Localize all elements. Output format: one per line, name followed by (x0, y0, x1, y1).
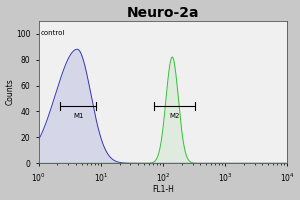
X-axis label: FL1-H: FL1-H (152, 185, 174, 194)
Text: M2: M2 (169, 113, 180, 119)
Text: M1: M1 (73, 113, 83, 119)
Text: control: control (40, 30, 65, 36)
Y-axis label: Counts: Counts (6, 79, 15, 105)
Title: Neuro-2a: Neuro-2a (127, 6, 199, 20)
